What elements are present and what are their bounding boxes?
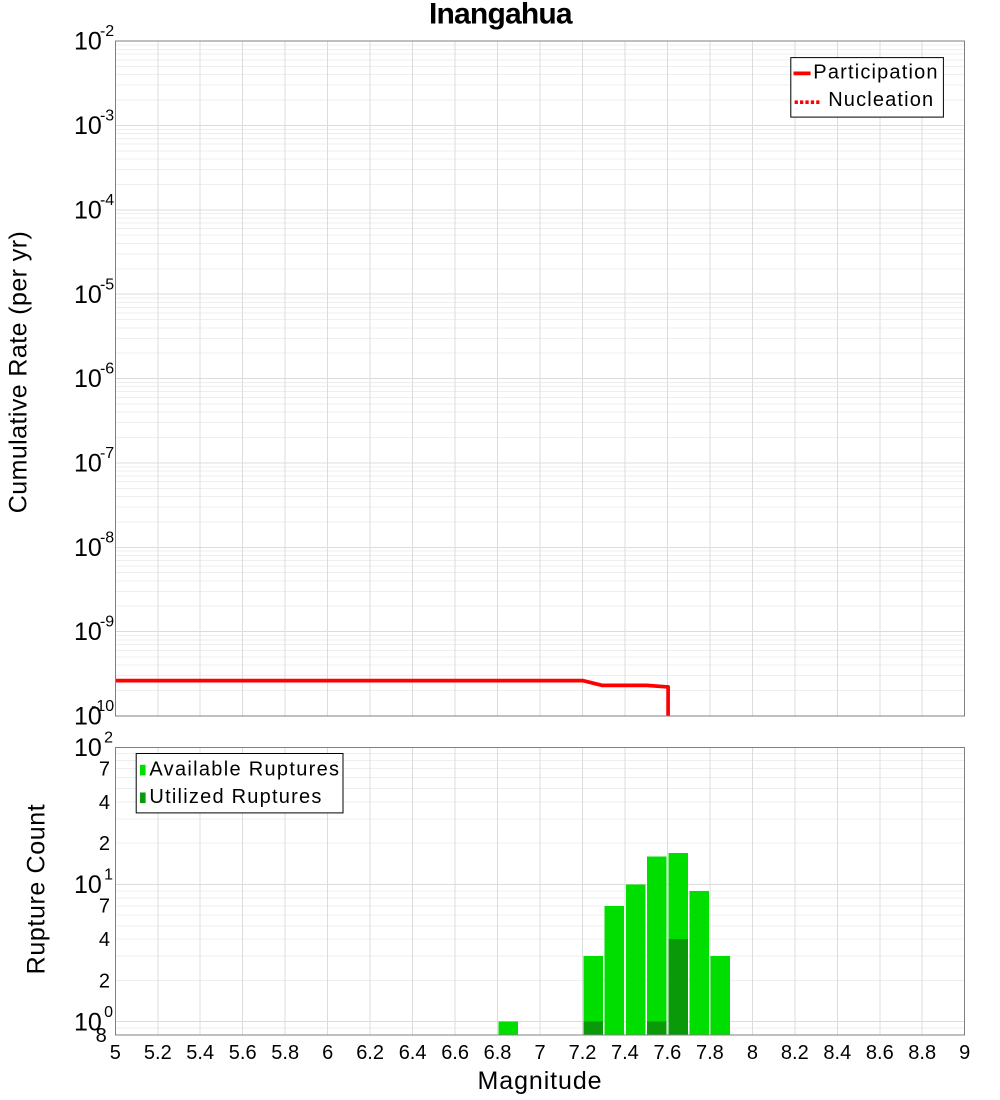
svg-text:7.2: 7.2	[569, 1042, 597, 1064]
svg-text:8: 8	[747, 1042, 758, 1064]
svg-text:7.4: 7.4	[611, 1042, 639, 1064]
svg-text:-10: -10	[91, 698, 114, 715]
svg-text:-4: -4	[100, 192, 114, 209]
svg-text:Utilized Ruptures: Utilized Ruptures	[149, 786, 322, 808]
svg-text:-5: -5	[100, 276, 114, 293]
svg-text:5.8: 5.8	[271, 1042, 299, 1064]
svg-text:Rupture Count: Rupture Count	[23, 804, 51, 975]
svg-text:10: 10	[74, 28, 102, 56]
svg-text:10: 10	[74, 450, 102, 478]
svg-text:Participation: Participation	[813, 61, 938, 83]
svg-text:6.4: 6.4	[399, 1042, 427, 1064]
svg-text:-3: -3	[100, 108, 114, 125]
svg-text:0: 0	[104, 1004, 113, 1021]
svg-text:6.8: 6.8	[484, 1042, 512, 1064]
svg-text:7.6: 7.6	[653, 1042, 681, 1064]
svg-text:10: 10	[74, 281, 102, 309]
svg-text:8: 8	[96, 1025, 107, 1047]
svg-text:6: 6	[322, 1042, 333, 1064]
svg-text:5: 5	[110, 1042, 121, 1064]
svg-text:10: 10	[74, 871, 102, 899]
svg-text:-9: -9	[100, 614, 114, 631]
svg-text:Nucleation: Nucleation	[828, 89, 934, 111]
svg-text:4: 4	[99, 792, 110, 814]
svg-text:10: 10	[74, 618, 102, 646]
svg-text:6.6: 6.6	[441, 1042, 469, 1064]
svg-text:8.4: 8.4	[823, 1042, 851, 1064]
svg-text:1: 1	[104, 867, 113, 884]
svg-text:-2: -2	[100, 23, 114, 40]
svg-text:Magnitude: Magnitude	[478, 1067, 603, 1095]
svg-text:10: 10	[74, 196, 102, 224]
svg-text:2: 2	[99, 833, 110, 855]
svg-text:5.2: 5.2	[144, 1042, 172, 1064]
svg-text:2: 2	[104, 729, 113, 746]
svg-text:-8: -8	[100, 529, 114, 546]
svg-text:8.6: 8.6	[866, 1042, 894, 1064]
svg-text:Available Ruptures: Available Ruptures	[149, 759, 340, 781]
svg-text:6.2: 6.2	[356, 1042, 384, 1064]
svg-text:8.8: 8.8	[908, 1042, 936, 1064]
svg-text:8.2: 8.2	[781, 1042, 809, 1064]
svg-text:10: 10	[74, 1008, 102, 1036]
svg-text:9: 9	[959, 1042, 970, 1064]
svg-text:4: 4	[99, 929, 110, 951]
svg-text:2: 2	[99, 970, 110, 992]
svg-text:7: 7	[534, 1042, 545, 1064]
svg-text:10: 10	[74, 734, 102, 762]
svg-text:-7: -7	[100, 445, 114, 462]
svg-text:10: 10	[74, 365, 102, 393]
svg-text:10: 10	[74, 534, 102, 562]
svg-text:5.4: 5.4	[186, 1042, 214, 1064]
svg-text:7: 7	[99, 759, 110, 781]
svg-text:10: 10	[74, 703, 102, 731]
svg-text:7.8: 7.8	[696, 1042, 724, 1064]
svg-text:Cumulative Rate (per yr): Cumulative Rate (per yr)	[5, 231, 33, 513]
svg-text:10: 10	[74, 112, 102, 140]
svg-text:-6: -6	[100, 361, 114, 378]
svg-text:5.6: 5.6	[229, 1042, 257, 1064]
svg-text:Inangahua: Inangahua	[429, 0, 573, 31]
svg-text:7: 7	[99, 896, 110, 918]
